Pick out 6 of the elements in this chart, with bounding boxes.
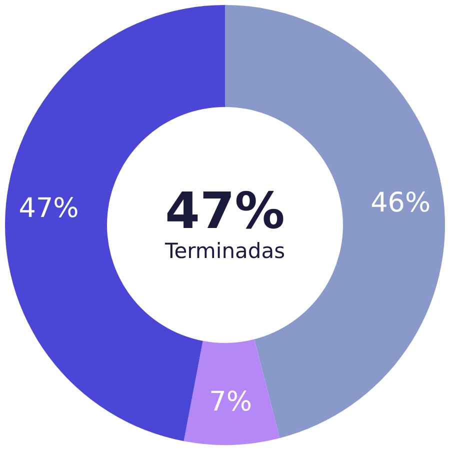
- donut-slice: [184, 339, 280, 445]
- data-label: 7%: [209, 386, 252, 418]
- data-label: 47%: [18, 192, 79, 224]
- text: Terminadas: [164, 239, 286, 263]
- text: 47%: [165, 182, 285, 240]
- data-label: 46%: [370, 187, 431, 218]
